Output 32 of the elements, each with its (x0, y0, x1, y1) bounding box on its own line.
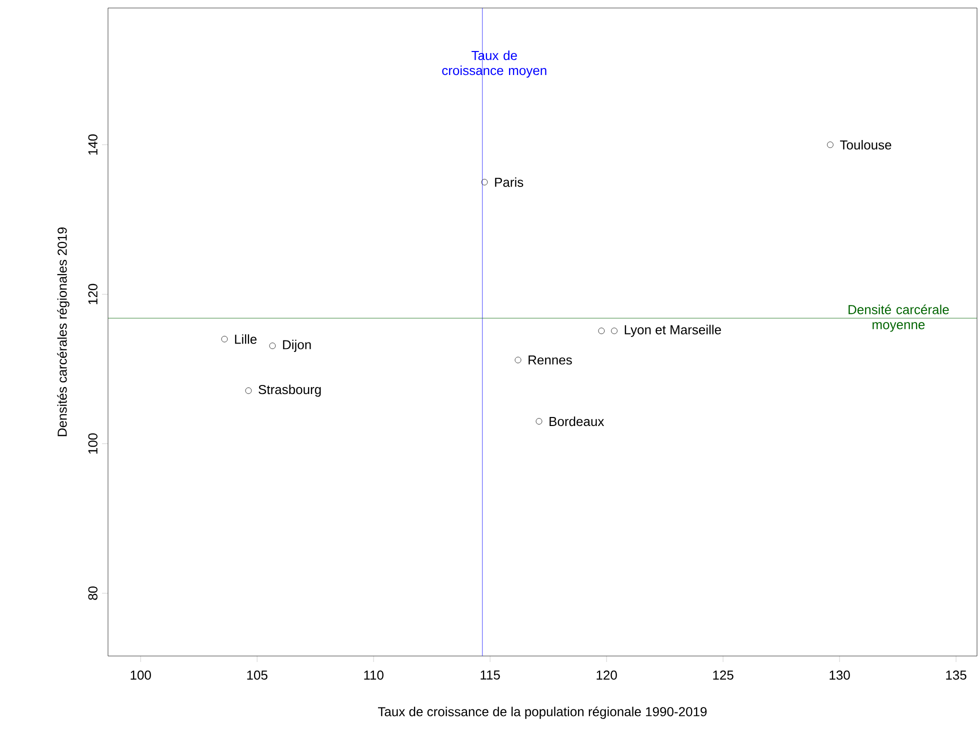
annotation: Toulouse (840, 140, 892, 150)
ref-line-label: Densité carcérale moyenne (848, 304, 949, 332)
y-tick-label: 100 (88, 433, 98, 454)
x-tick-label: 135 (946, 670, 966, 680)
x-tick-label: 120 (596, 670, 617, 680)
annotation: Lille (235, 334, 257, 344)
point (536, 418, 542, 425)
y-tick-label: 120 (88, 284, 98, 304)
y-tick-label: 140 (88, 134, 98, 155)
point (827, 142, 834, 148)
y-axis-title: Densités carcérales régionales 2019 (57, 228, 70, 436)
x-tick-label: 125 (713, 670, 734, 680)
x-tick-label: 130 (830, 670, 850, 680)
annotation: Rennes (528, 355, 572, 365)
y-tick-label: 80 (88, 586, 98, 600)
x-tick-label: 110 (364, 670, 384, 680)
point (481, 178, 488, 186)
x-tick-label: 115 (480, 670, 500, 680)
x-tick-label: 105 (247, 670, 268, 680)
point (269, 342, 276, 350)
annotation: Paris (495, 177, 524, 187)
x-tick-label: 100 (130, 670, 151, 680)
x-axis-title: Taux de croissance de la population régionale 1990-2019 (378, 706, 707, 719)
annotation: Lyon et Marseille (624, 324, 721, 337)
annotation: Dijon (283, 340, 311, 352)
annotation: Strasbourg (258, 384, 321, 397)
point (611, 328, 618, 334)
annotation: Bordeaux (550, 416, 604, 426)
point (514, 356, 522, 364)
point (221, 336, 228, 342)
point (245, 387, 252, 394)
point (598, 328, 605, 334)
